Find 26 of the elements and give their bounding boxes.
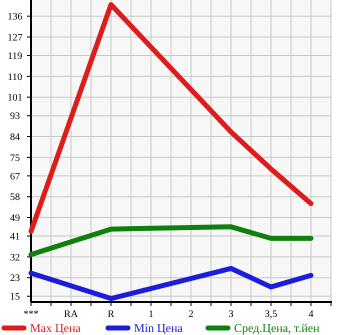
y-tick-label: 93 <box>10 111 20 122</box>
x-tick-label: *** <box>24 309 38 320</box>
x-tick-label: 2 <box>188 309 194 320</box>
x-tick-label: 3 <box>228 309 234 320</box>
legend-label: Сред.Цена, т.йен <box>234 321 320 335</box>
x-tick-label: R <box>108 309 115 320</box>
y-tick-label: 127 <box>8 32 22 44</box>
legend-label: Max Цена <box>30 321 82 335</box>
y-tick-label: 23 <box>10 273 20 284</box>
y-tick-label: 49 <box>10 213 20 224</box>
y-tick-label: 32 <box>10 252 20 264</box>
x-tick-label: RA <box>64 309 79 320</box>
y-tick-label: 136 <box>8 12 22 23</box>
y-tick-label: 110 <box>8 72 22 83</box>
y-tick-label: 75 <box>10 152 20 164</box>
y-tick-label: 84 <box>10 132 20 144</box>
x-tick-label: 1 <box>148 309 154 320</box>
legend-label: Min Цена <box>134 321 184 335</box>
y-tick-label: 67 <box>10 171 20 182</box>
y-tick-label: 15 <box>10 292 20 303</box>
y-tick-label: 101 <box>8 92 22 104</box>
x-tick-label: 3,5 <box>264 309 278 320</box>
y-tick-label: 58 <box>10 192 20 204</box>
x-tick-label: 4 <box>308 309 314 320</box>
y-tick-label: 41 <box>10 232 20 243</box>
y-tick-label: 119 <box>8 51 22 62</box>
